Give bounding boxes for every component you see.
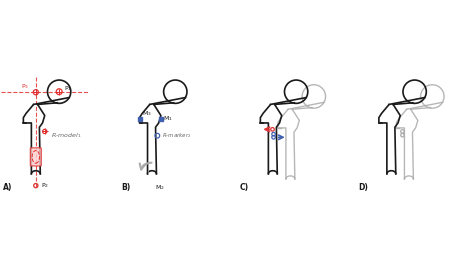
FancyBboxPatch shape [30,148,41,166]
Text: C): C) [240,183,249,192]
Text: P$_2$: P$_2$ [40,181,49,190]
Text: D): D) [358,183,368,192]
Text: P$_3$: P$_3$ [20,82,29,91]
Text: A): A) [3,183,12,192]
Text: M$_2$: M$_2$ [155,183,165,192]
Text: M$_1$: M$_1$ [163,115,173,123]
Text: R-model$_1$: R-model$_1$ [51,131,82,140]
Text: M$_3$: M$_3$ [142,109,152,118]
Text: B): B) [121,183,131,192]
Text: P$_1$: P$_1$ [64,85,72,93]
Text: R-marker$_2$: R-marker$_2$ [162,131,192,140]
